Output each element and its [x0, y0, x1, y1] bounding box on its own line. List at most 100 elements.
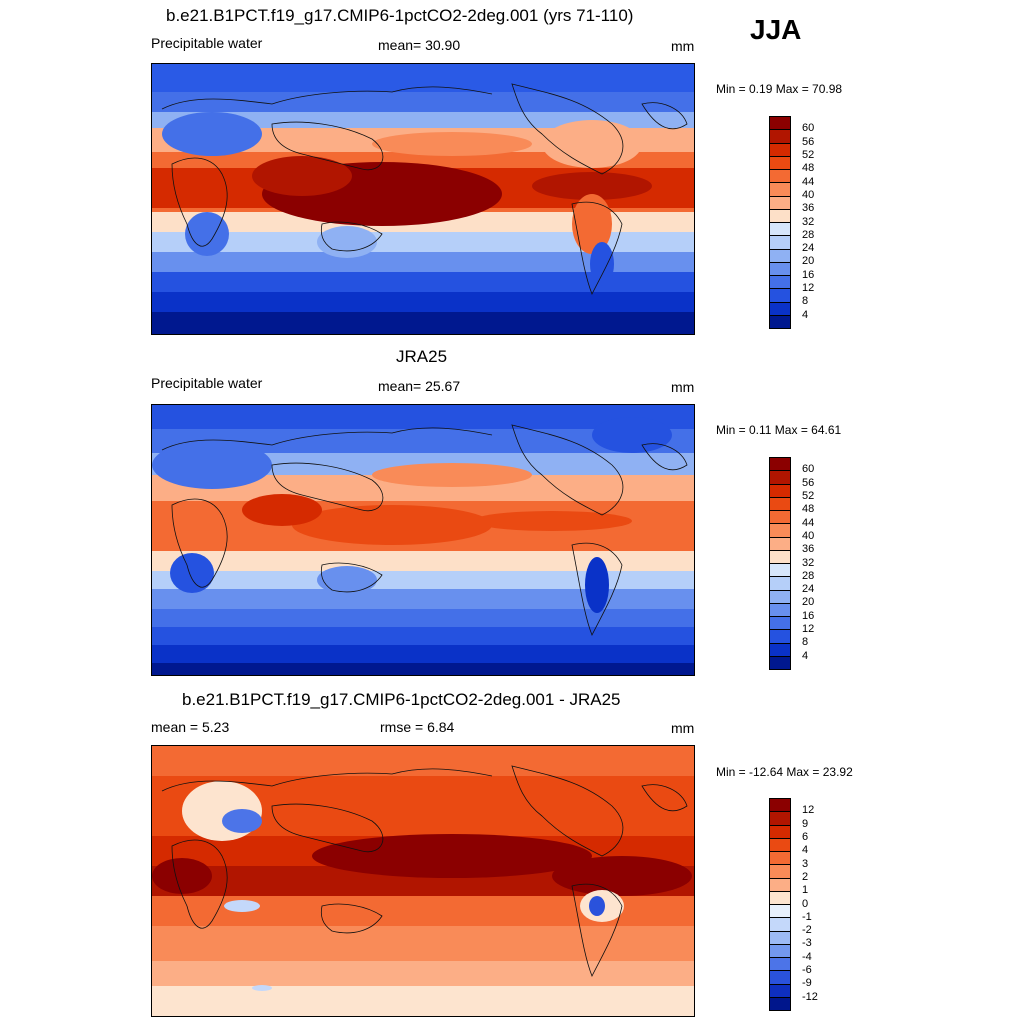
colorbar-tick-label: 8	[802, 636, 809, 649]
colorbar-swatch	[770, 117, 790, 131]
colorbar-swatch	[770, 209, 790, 223]
colorbar-tick-label: 48	[802, 162, 815, 175]
colorbar-swatch	[770, 852, 790, 866]
colorbar-tick-label: 12	[802, 804, 815, 817]
colorbar-tick-label: 44	[802, 516, 815, 529]
colorbar-tick-label: 44	[802, 175, 815, 188]
colorbar-swatch	[770, 511, 790, 525]
colorbar-tick-label: 16	[802, 609, 815, 622]
colorbar-tick-label: 20	[802, 596, 815, 609]
colorbar-tick-label: -6	[802, 964, 812, 977]
panel-1-map	[151, 63, 695, 335]
colorbar-swatch	[770, 458, 790, 472]
colorbar-tick-label: 24	[802, 583, 815, 596]
colorbar-tick-label: 4	[802, 844, 809, 857]
colorbar-swatch	[770, 564, 790, 578]
colorbar-swatch	[770, 971, 790, 985]
season-label: JJA	[750, 14, 802, 45]
panel-1-mean-label: mean= 30.90	[378, 37, 461, 53]
colorbar-tick-label: -9	[802, 977, 812, 990]
colorbar-swatch	[770, 958, 790, 972]
colorbar-tick-label: 60	[802, 122, 815, 135]
colorbar-swatch	[770, 630, 790, 644]
colorbar-swatch	[770, 497, 790, 511]
colorbar-swatch	[770, 865, 790, 879]
colorbar-tick-label: 3	[802, 857, 809, 870]
panel-3-mean-label: mean = 5.23	[151, 719, 230, 735]
colorbar-swatch	[770, 825, 790, 839]
colorbar-swatch	[770, 918, 790, 932]
colorbar-tick-label: -4	[802, 950, 812, 963]
colorbar-swatch	[770, 249, 790, 263]
colorbar-tick-label: 28	[802, 569, 815, 582]
colorbar-tick-label: 40	[802, 529, 815, 542]
colorbar-swatch	[770, 143, 790, 157]
colorbar-swatch	[770, 799, 790, 813]
colorbar-swatch	[770, 170, 790, 184]
colorbar-tick-label: -1	[802, 910, 812, 923]
colorbar-swatch	[770, 223, 790, 237]
colorbar-tick-label: 32	[802, 215, 815, 228]
colorbar-tick-label: 8	[802, 295, 809, 308]
colorbar-swatch	[770, 524, 790, 538]
panel-2-colorbar	[769, 457, 791, 670]
colorbar-swatch	[770, 617, 790, 631]
panel-2-mean-label: mean= 25.67	[378, 378, 461, 394]
colorbar-tick-label: 52	[802, 148, 815, 161]
colorbar-tick-label: 2	[802, 870, 809, 883]
colorbar-tick-label: 28	[802, 228, 815, 241]
colorbar-swatch	[770, 643, 790, 657]
colorbar-tick-label: 48	[802, 503, 815, 516]
colorbar-swatch	[770, 130, 790, 144]
colorbar-tick-label: 56	[802, 135, 815, 148]
colorbar-swatch	[770, 289, 790, 303]
colorbar-tick-label: 16	[802, 268, 815, 281]
panel-3-title: b.e21.B1PCT.f19_g17.CMIP6-1pctCO2-2deg.0…	[182, 690, 621, 709]
colorbar-tick-label: 36	[802, 543, 815, 556]
panel-1-variable-label: Precipitable water	[151, 35, 263, 51]
colorbar-swatch	[770, 931, 790, 945]
colorbar-tick-label: 60	[802, 463, 815, 476]
colorbar-tick-label: 20	[802, 255, 815, 268]
colorbar-tick-label: 0	[802, 897, 809, 910]
colorbar-swatch	[770, 484, 790, 498]
colorbar-swatch	[770, 590, 790, 604]
colorbar-tick-label: 56	[802, 476, 815, 489]
panel-3-map	[151, 745, 695, 1017]
colorbar-tick-label: 9	[802, 817, 809, 830]
colorbar-tick-label: 40	[802, 188, 815, 201]
colorbar-swatch	[770, 838, 790, 852]
panel-1-minmax: Min = 0.19 Max = 70.98	[716, 82, 843, 96]
colorbar-swatch	[770, 656, 790, 669]
colorbar-tick-label: 52	[802, 489, 815, 502]
panel-2-minmax: Min = 0.11 Max = 64.61	[716, 423, 842, 437]
colorbar-swatch	[770, 302, 790, 316]
colorbar-tick-label: -2	[802, 924, 812, 937]
colorbar-swatch	[770, 603, 790, 617]
colorbar-tick-label: 6	[802, 830, 809, 843]
colorbar-swatch	[770, 471, 790, 485]
colorbar-swatch	[770, 944, 790, 958]
panel-1-units-label: mm	[671, 38, 695, 54]
panel-2-units-label: mm	[671, 379, 695, 395]
panel-3-units-label: mm	[671, 720, 695, 736]
colorbar-swatch	[770, 183, 790, 197]
colorbar-swatch	[770, 276, 790, 290]
colorbar-tick-label: -3	[802, 937, 812, 950]
colorbar-swatch	[770, 577, 790, 591]
colorbar-tick-label: 32	[802, 556, 815, 569]
colorbar-swatch	[770, 537, 790, 551]
panel-3-minmax: Min = -12.64 Max = 23.92	[716, 765, 853, 779]
colorbar-swatch	[770, 997, 790, 1010]
panel-1-title: b.e21.B1PCT.f19_g17.CMIP6-1pctCO2-2deg.0…	[166, 6, 634, 25]
colorbar-swatch	[770, 878, 790, 892]
panel-3-rmse-label: rmse = 6.84	[380, 719, 455, 735]
panel-2-title: JRA25	[396, 347, 448, 366]
panel-3-colorbar	[769, 798, 791, 1011]
colorbar-swatch	[770, 905, 790, 919]
colorbar-swatch	[770, 315, 790, 328]
colorbar-tick-label: 12	[802, 282, 815, 295]
colorbar-tick-label: 24	[802, 242, 815, 255]
colorbar-swatch	[770, 262, 790, 276]
colorbar-tick-label: -12	[802, 990, 818, 1003]
